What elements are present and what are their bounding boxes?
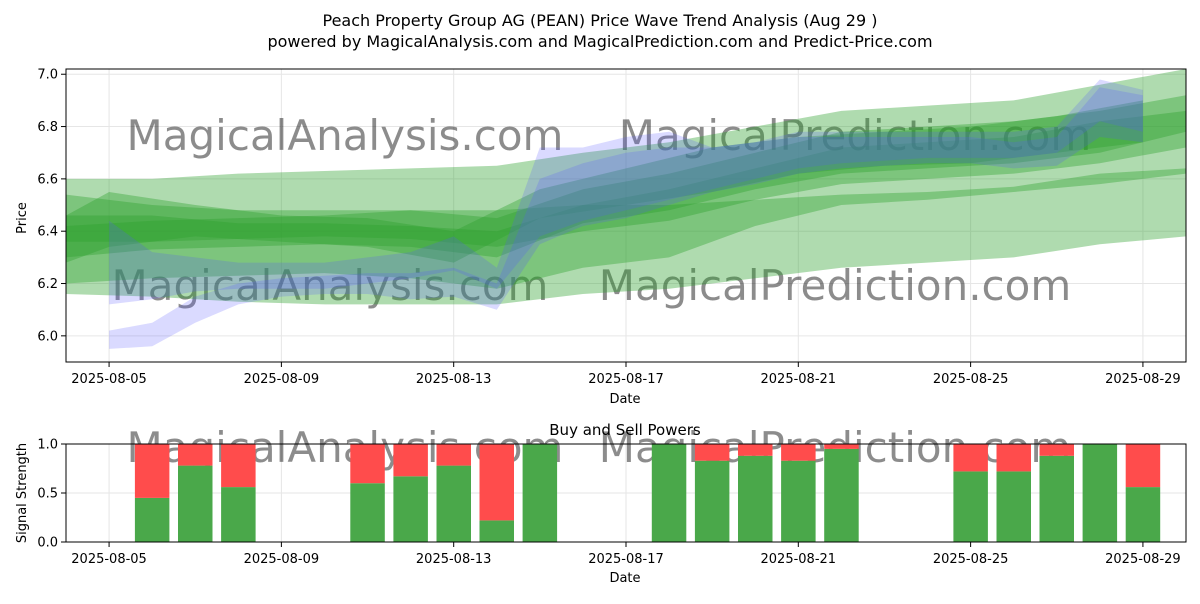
sell-bar bbox=[694, 444, 730, 461]
signal-x-tick-label: 2025-08-13 bbox=[416, 552, 492, 567]
price-band-green-3 bbox=[66, 168, 1186, 305]
price-x-tick-label: 2025-08-29 bbox=[1105, 372, 1181, 387]
signal-y-tick-label: 0.0 bbox=[37, 536, 58, 551]
bottom-y-axis-label: Signal Strength bbox=[15, 443, 30, 543]
price-x-tick-label: 2025-08-17 bbox=[588, 372, 664, 387]
price-y-tick-label: 6.6 bbox=[37, 172, 58, 187]
sell-bar bbox=[436, 444, 471, 466]
buy-bar bbox=[1082, 444, 1118, 542]
signal-y-tick-label: 0.5 bbox=[37, 487, 58, 502]
signal-x-tick-label: 2025-08-17 bbox=[588, 552, 664, 567]
sell-bar bbox=[824, 444, 859, 449]
signal-x-tick-label: 2025-08-29 bbox=[1105, 552, 1181, 567]
sell-bar bbox=[781, 444, 816, 461]
buy-bar bbox=[350, 483, 385, 542]
sell-bar bbox=[738, 444, 773, 456]
top-y-axis-label: Price bbox=[15, 202, 30, 234]
signal-x-tick-label: 2025-08-05 bbox=[71, 552, 147, 567]
sell-bar bbox=[1039, 444, 1074, 456]
buy-bar bbox=[738, 455, 773, 542]
buy-bar bbox=[996, 471, 1031, 542]
buy-bar bbox=[221, 487, 256, 542]
buy-bar bbox=[522, 444, 558, 542]
price-plot-area: MagicalAnalysis.com MagicalAnalysis.com Ma… bbox=[37, 68, 1187, 387]
top-x-axis-label: Date bbox=[609, 392, 640, 407]
price-y-tick-label: 7.0 bbox=[37, 68, 58, 83]
buy-bar bbox=[393, 476, 428, 542]
sell-bar bbox=[134, 444, 170, 498]
price-x-tick-label: 2025-08-05 bbox=[71, 372, 147, 387]
bottom-chart-title: Buy and Sell Powers bbox=[549, 421, 701, 439]
price-band-green-4 bbox=[66, 100, 1143, 263]
watermark-text: MagicalAnalysis.com bbox=[112, 261, 549, 310]
bottom-x-axis-label: Date bbox=[609, 571, 640, 586]
price-band-green-2 bbox=[66, 69, 1186, 289]
signal-y-tick-label: 1.0 bbox=[37, 438, 58, 453]
buy-bar bbox=[953, 471, 988, 542]
price-x-tick-label: 2025-08-13 bbox=[416, 372, 492, 387]
sell-bar bbox=[996, 444, 1031, 472]
price-x-tick-label: 2025-08-25 bbox=[933, 372, 1009, 387]
buy-bar bbox=[1039, 455, 1074, 542]
signal-x-tick-label: 2025-08-09 bbox=[244, 552, 320, 567]
sell-bar bbox=[178, 444, 213, 466]
sell-bar bbox=[350, 444, 385, 484]
price-watermarks: MagicalAnalysis.com MagicalAnalysis.com Ma… bbox=[112, 111, 1092, 310]
buy-bar bbox=[134, 497, 170, 542]
signal-x-tick-label: 2025-08-25 bbox=[933, 552, 1009, 567]
watermark-text: MagicalPrediction.com bbox=[619, 111, 1092, 160]
buy-bar bbox=[436, 465, 471, 542]
buy-bar bbox=[781, 460, 816, 542]
signal-x-tick-label: 2025-08-21 bbox=[761, 552, 837, 567]
buy-bar bbox=[824, 448, 859, 542]
price-band-green-1 bbox=[66, 95, 1186, 258]
price-x-tick-label: 2025-08-21 bbox=[761, 372, 837, 387]
sell-bar bbox=[1125, 444, 1161, 488]
price-band-green-0 bbox=[66, 110, 1186, 247]
buy-bar bbox=[479, 520, 514, 542]
sell-bar bbox=[479, 444, 514, 521]
price-y-tick-label: 6.2 bbox=[37, 277, 58, 292]
price-y-tick-label: 6.4 bbox=[37, 225, 58, 240]
buy-bar bbox=[1125, 487, 1161, 542]
buy-bar bbox=[694, 460, 730, 542]
buy-bar bbox=[178, 465, 213, 542]
sell-bar bbox=[953, 444, 988, 472]
price-y-tick-label: 6.0 bbox=[37, 329, 58, 344]
price-band-blue-6 bbox=[109, 79, 1143, 305]
buy-bar bbox=[651, 444, 687, 542]
sell-bar bbox=[393, 444, 428, 477]
sell-bar bbox=[221, 444, 256, 488]
signal-plot-area: MagicalAnalysis.comMagicalPrediction.com… bbox=[37, 423, 1187, 567]
price-x-tick-label: 2025-08-09 bbox=[244, 372, 320, 387]
price-y-tick-label: 6.8 bbox=[37, 120, 58, 135]
watermark-text: MagicalAnalysis.com bbox=[127, 111, 564, 160]
chart-subtitle: powered by MagicalAnalysis.com and Magic… bbox=[267, 32, 932, 51]
price-band-blue-5 bbox=[109, 87, 1143, 349]
chart-title: Peach Property Group AG (PEAN) Price Wav… bbox=[323, 11, 878, 30]
watermark-text: MagicalPrediction.com bbox=[599, 261, 1072, 310]
